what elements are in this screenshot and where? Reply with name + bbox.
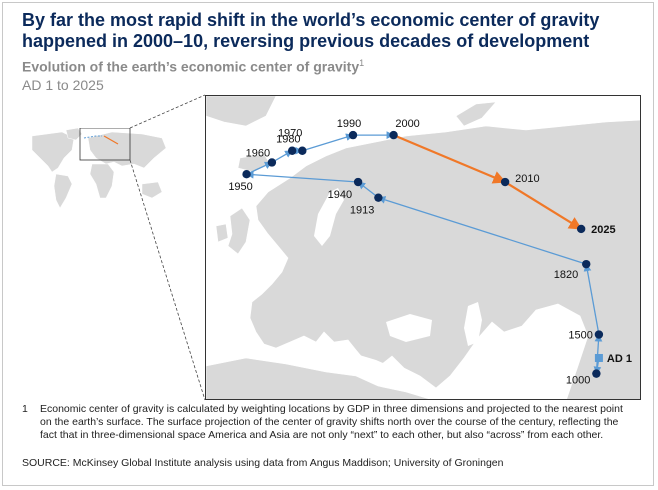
- africa-shape: [89, 163, 115, 199]
- mediterranean-sea: [266, 346, 392, 378]
- point-marker-1820: [582, 259, 591, 269]
- point-label-1960: 1960: [246, 147, 270, 159]
- center-of-gravity-map: AD 1 1000 1500 1820 1913 1940 1950 1960 1970 1980…: [205, 95, 641, 400]
- path-segment-1940-1950: [245, 170, 359, 183]
- point-marker-1000: [592, 369, 601, 378]
- point-label-2010: 2010: [515, 173, 539, 185]
- point-marker-1913: [374, 193, 383, 202]
- point-label-1990: 1990: [337, 118, 361, 130]
- north-africa-landmass: [206, 357, 431, 399]
- ireland-landmass: [215, 223, 229, 243]
- map-canvas: AD 1 1000 1500 1820 1913 1940 1950 1960 19701980…: [206, 96, 640, 399]
- south-america-shape: [53, 173, 73, 209]
- greenland-shape: [65, 128, 83, 141]
- overview-highlight-box: [79, 128, 131, 161]
- point-marker-1980: [298, 146, 307, 155]
- point-label-2000: 2000: [395, 118, 419, 130]
- point-marker-ad1: [594, 353, 603, 362]
- path-segment-1980-1990: [302, 133, 354, 152]
- europe-asia-shape: [87, 131, 167, 169]
- point-marker-2000: [389, 130, 398, 140]
- path-segment-2010-2025: [504, 181, 583, 230]
- point-label-1950: 1950: [228, 181, 252, 193]
- path-segment-2000-2010: [393, 134, 507, 184]
- eurasia-landmass: [249, 119, 640, 399]
- overview-path-early: [83, 135, 102, 139]
- path-segment-1820-1913: [377, 196, 587, 265]
- baltic-sea: [314, 188, 344, 246]
- footnote-number: 1: [22, 403, 28, 415]
- point-marker-1950: [242, 170, 251, 179]
- figure-subtitle: Evolution of the earth’s economic center…: [22, 58, 364, 75]
- footnote-text: Economic center of gravity is calculated…: [40, 403, 623, 441]
- point-label-1500: 1500: [568, 330, 592, 342]
- point-marker-2025: [576, 224, 586, 234]
- point-marker-2010: [500, 177, 510, 187]
- point-marker-1970: [287, 146, 297, 155]
- british-isles-landmass: [227, 207, 251, 255]
- path-segment-1500-1820: [583, 263, 600, 335]
- footnote: 1 Economic center of gravity is calculat…: [22, 403, 636, 442]
- caspian-sea: [464, 302, 482, 346]
- figure-frame: [2, 2, 654, 486]
- figure-title: By far the most rapid shift in the world…: [22, 10, 600, 51]
- source-note: SOURCE: McKinsey Global Institute analys…: [22, 457, 504, 469]
- point-label-1820: 1820: [554, 269, 578, 281]
- point-label-1940: 1940: [328, 189, 352, 201]
- greenland-landmass: [206, 96, 277, 127]
- north-america-shape: [31, 131, 75, 173]
- gravity-points: AD 1 1000 1500 1820 1913 1940 1950 1960 19701980…: [228, 118, 632, 387]
- point-label-1970: 1970: [278, 128, 302, 140]
- point-marker-1940: [353, 177, 363, 187]
- point-label-1000: 1000: [566, 375, 590, 387]
- point-label-ad-1: AD 1: [607, 353, 632, 365]
- subtitle-text: Evolution of the earth’s economic center…: [22, 58, 360, 75]
- point-marker-1500: [594, 330, 604, 339]
- path-segment-1950-1960: [246, 161, 273, 175]
- world-overview-map: [31, 128, 167, 209]
- path-segment-1913-1940: [357, 181, 379, 199]
- point-label-2025: 2025: [591, 224, 615, 236]
- point-label-1913: 1913: [350, 205, 374, 217]
- point-marker-1990: [348, 130, 358, 140]
- date-range: AD 1 to 2025: [22, 77, 104, 93]
- overview-path-recent: [103, 135, 119, 145]
- point-marker-1960: [267, 158, 277, 167]
- black-sea: [386, 314, 432, 342]
- novaya-zemlya-landmass: [455, 101, 497, 127]
- point-label-1980: 1980: [276, 134, 300, 146]
- australia-shape: [141, 181, 163, 199]
- footnote-marker: 1: [359, 58, 365, 68]
